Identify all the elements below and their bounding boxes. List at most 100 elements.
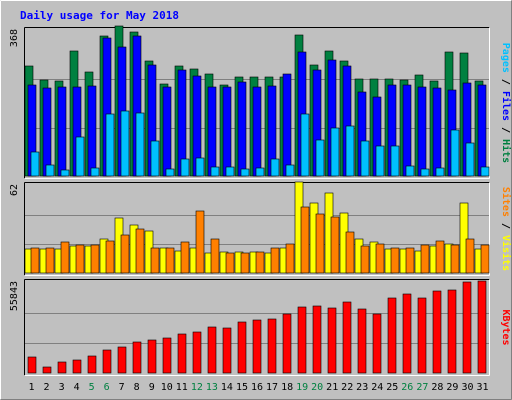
bar-sites xyxy=(360,245,370,274)
bar-sites xyxy=(270,247,280,274)
series-legend: Sites / Visits xyxy=(500,187,512,271)
bar-sites xyxy=(315,213,325,274)
x-tick-label: 5 xyxy=(89,382,95,393)
bar-kbytes xyxy=(162,337,172,374)
bar-sites xyxy=(480,244,490,274)
bar-files xyxy=(222,86,232,177)
x-tick-label: 24 xyxy=(371,382,383,393)
bar-pages xyxy=(180,158,190,177)
bar-pages xyxy=(165,168,175,177)
bar-kbytes xyxy=(357,308,367,374)
bar-pages xyxy=(390,145,400,177)
x-tick-label: 9 xyxy=(149,382,155,393)
bar-sites xyxy=(195,210,205,274)
bar-kbytes xyxy=(102,349,112,374)
bar-kbytes xyxy=(222,327,232,374)
bar-kbytes xyxy=(132,341,142,374)
bar-pages xyxy=(315,139,325,177)
x-tick-label: 3 xyxy=(59,382,65,393)
bar-sites xyxy=(420,244,430,274)
bar-kbytes xyxy=(372,313,382,374)
bar-pages xyxy=(375,145,385,177)
bar-sites xyxy=(465,238,475,274)
bar-pages xyxy=(135,112,145,177)
bar-kbytes xyxy=(477,280,487,374)
bar-files xyxy=(432,87,442,177)
bar-pages xyxy=(105,113,115,177)
bar-kbytes xyxy=(192,331,202,374)
legend-separator: / xyxy=(500,73,511,91)
bar-sites xyxy=(300,206,310,274)
bar-pages xyxy=(75,136,85,177)
bar-kbytes xyxy=(27,356,37,374)
bar-sites xyxy=(345,231,355,274)
bar-sites xyxy=(390,247,400,274)
bar-pages xyxy=(30,151,40,177)
bar-pages xyxy=(90,167,100,177)
y-max-label: 55843 xyxy=(9,281,20,311)
bar-sites xyxy=(135,228,145,274)
bar-pages xyxy=(300,113,310,177)
bar-pages xyxy=(450,129,460,177)
bar-kbytes xyxy=(387,297,397,374)
bar-sites xyxy=(405,247,415,274)
bar-files xyxy=(282,73,292,177)
legend-label-kbytes: KBytes xyxy=(500,309,511,345)
bar-visits xyxy=(459,202,469,274)
x-tick-label: 1 xyxy=(28,382,34,393)
bar-files xyxy=(162,86,172,177)
bar-kbytes xyxy=(402,293,412,374)
legend-separator: / xyxy=(500,217,511,235)
bar-files xyxy=(252,86,262,177)
x-tick-label: 19 xyxy=(296,382,308,393)
bar-kbytes xyxy=(432,290,442,374)
bar-pages xyxy=(255,167,265,177)
bar-files xyxy=(477,84,487,177)
legend-label-visits: Visits xyxy=(500,235,512,271)
bar-sites xyxy=(240,252,250,274)
bar-kbytes xyxy=(57,361,67,374)
bar-sites xyxy=(225,252,235,274)
bar-pages xyxy=(45,164,55,177)
bar-files xyxy=(57,86,67,177)
bar-pages xyxy=(240,168,250,177)
x-tick-label: 10 xyxy=(161,382,173,393)
bar-kbytes xyxy=(237,321,247,374)
bar-pages xyxy=(480,166,490,177)
legend-label-files: Files xyxy=(500,91,512,121)
series-legend: KBytes xyxy=(500,309,511,345)
bar-sites xyxy=(120,234,130,274)
bar-sites xyxy=(285,243,295,274)
x-tick-label: 6 xyxy=(104,382,110,393)
x-tick-label: 27 xyxy=(416,382,428,393)
bar-sites xyxy=(180,241,190,274)
bar-sites xyxy=(75,244,85,274)
bar-sites xyxy=(375,243,385,274)
x-tick-label: 26 xyxy=(401,382,413,393)
x-tick-label: 20 xyxy=(311,382,323,393)
bar-sites xyxy=(30,247,40,274)
legend-label-hits: Hits xyxy=(500,139,512,163)
x-tick-label: 18 xyxy=(281,382,293,393)
bar-files xyxy=(207,86,217,177)
bar-sites xyxy=(210,238,220,274)
x-tick-label: 23 xyxy=(356,382,368,393)
bar-pages xyxy=(345,125,355,177)
x-tick-label: 29 xyxy=(446,382,458,393)
x-tick-label: 2 xyxy=(43,382,49,393)
bar-pages xyxy=(120,110,130,177)
y-max-label: 368 xyxy=(9,29,20,47)
bar-sites xyxy=(435,240,445,274)
bar-sites xyxy=(150,247,160,274)
bar-kbytes xyxy=(327,307,337,374)
bar-sites xyxy=(255,251,265,274)
bar-sites xyxy=(90,244,100,274)
bar-pages xyxy=(60,169,70,177)
bar-pages xyxy=(285,164,295,177)
legend-separator: / xyxy=(500,121,511,139)
x-tick-label: 21 xyxy=(326,382,338,393)
x-tick-label: 13 xyxy=(206,382,218,393)
bar-files xyxy=(87,85,97,177)
bar-kbytes xyxy=(147,339,157,374)
